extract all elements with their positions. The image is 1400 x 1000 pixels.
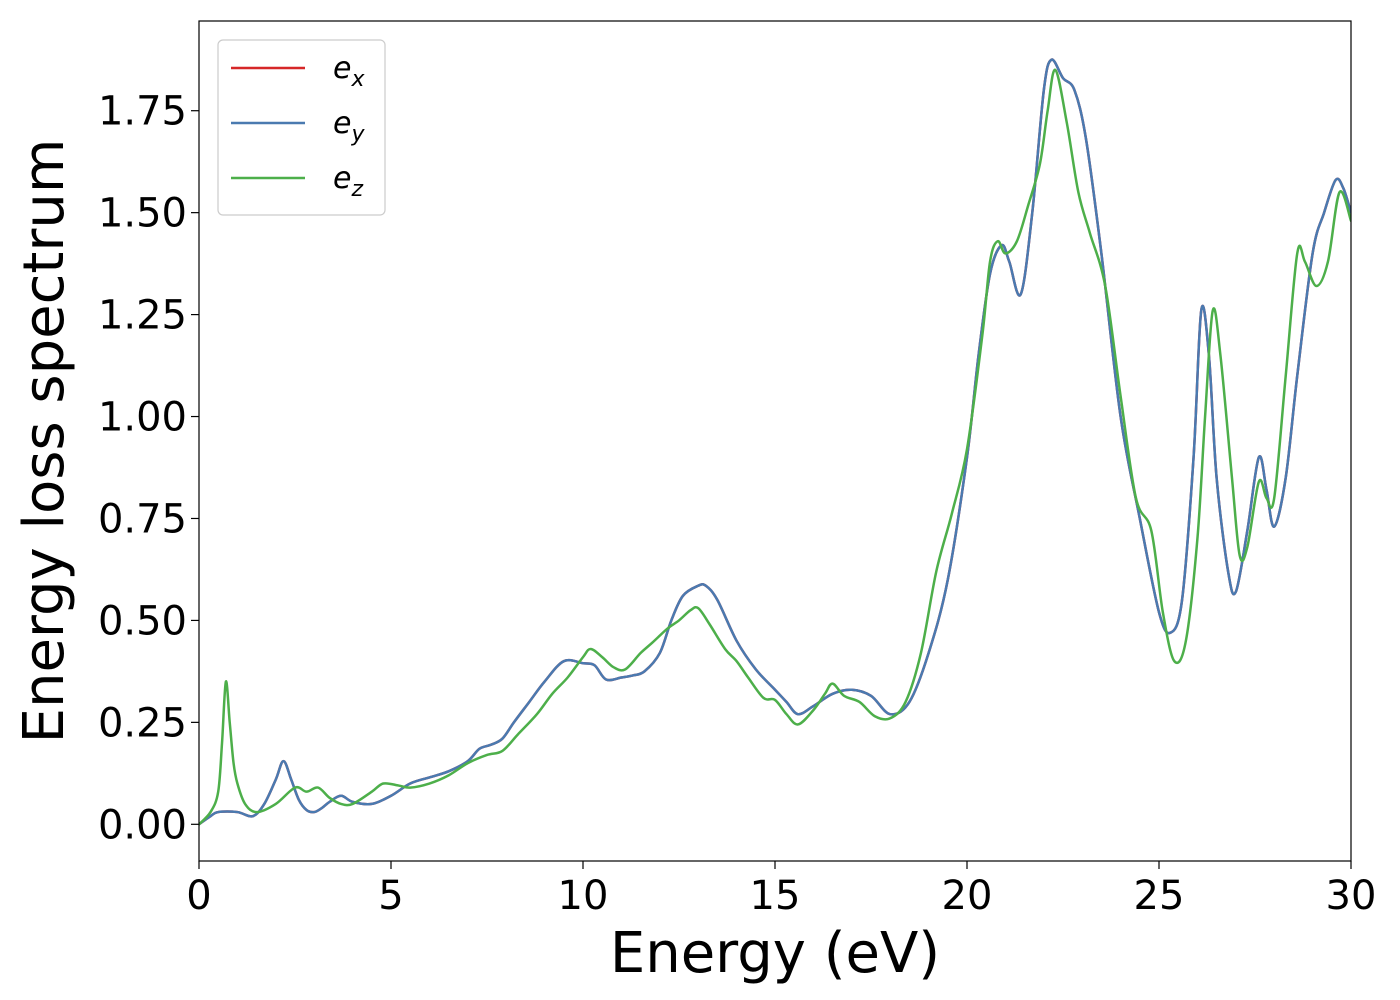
legend-label-y: ey bbox=[333, 106, 365, 147]
x-tick-label: 30 bbox=[1326, 873, 1377, 919]
x-tick-label: 0 bbox=[186, 873, 211, 919]
series-layer bbox=[199, 58, 1351, 826]
legend-entries: ex ey ez bbox=[231, 51, 365, 202]
y-tick-label: 0.50 bbox=[98, 598, 187, 644]
y-tick-label: 1.50 bbox=[98, 191, 187, 237]
x-tick-label: 10 bbox=[558, 873, 609, 919]
x-tick-label: 5 bbox=[378, 873, 403, 919]
x-tick-label: 20 bbox=[942, 873, 993, 919]
legend-box bbox=[217, 39, 386, 216]
x-tick-label: 25 bbox=[1134, 873, 1185, 919]
series-line-z bbox=[199, 68, 1351, 826]
x-tick-label: 15 bbox=[750, 873, 801, 919]
y-axis-label: Energy loss spectrum bbox=[12, 139, 77, 744]
y-tick-label: 0.00 bbox=[98, 802, 187, 848]
x-axis: 0 5 10 15 20 25 30 bbox=[186, 861, 1376, 919]
x-axis-label: Energy (eV) bbox=[610, 921, 940, 986]
y-tick-label: 1.00 bbox=[98, 395, 187, 441]
legend-label-z: ez bbox=[333, 161, 363, 202]
legend: ex ey ez bbox=[217, 39, 386, 216]
y-tick-label: 1.25 bbox=[98, 293, 187, 339]
legend-label-x: ex bbox=[333, 51, 365, 92]
y-tick-label: 1.75 bbox=[98, 89, 187, 135]
y-axis: 0.00 0.25 0.50 0.75 1.00 1.25 1.50 1.75 bbox=[98, 89, 199, 848]
y-tick-label: 0.25 bbox=[98, 700, 187, 746]
y-tick-label: 0.75 bbox=[98, 496, 187, 542]
